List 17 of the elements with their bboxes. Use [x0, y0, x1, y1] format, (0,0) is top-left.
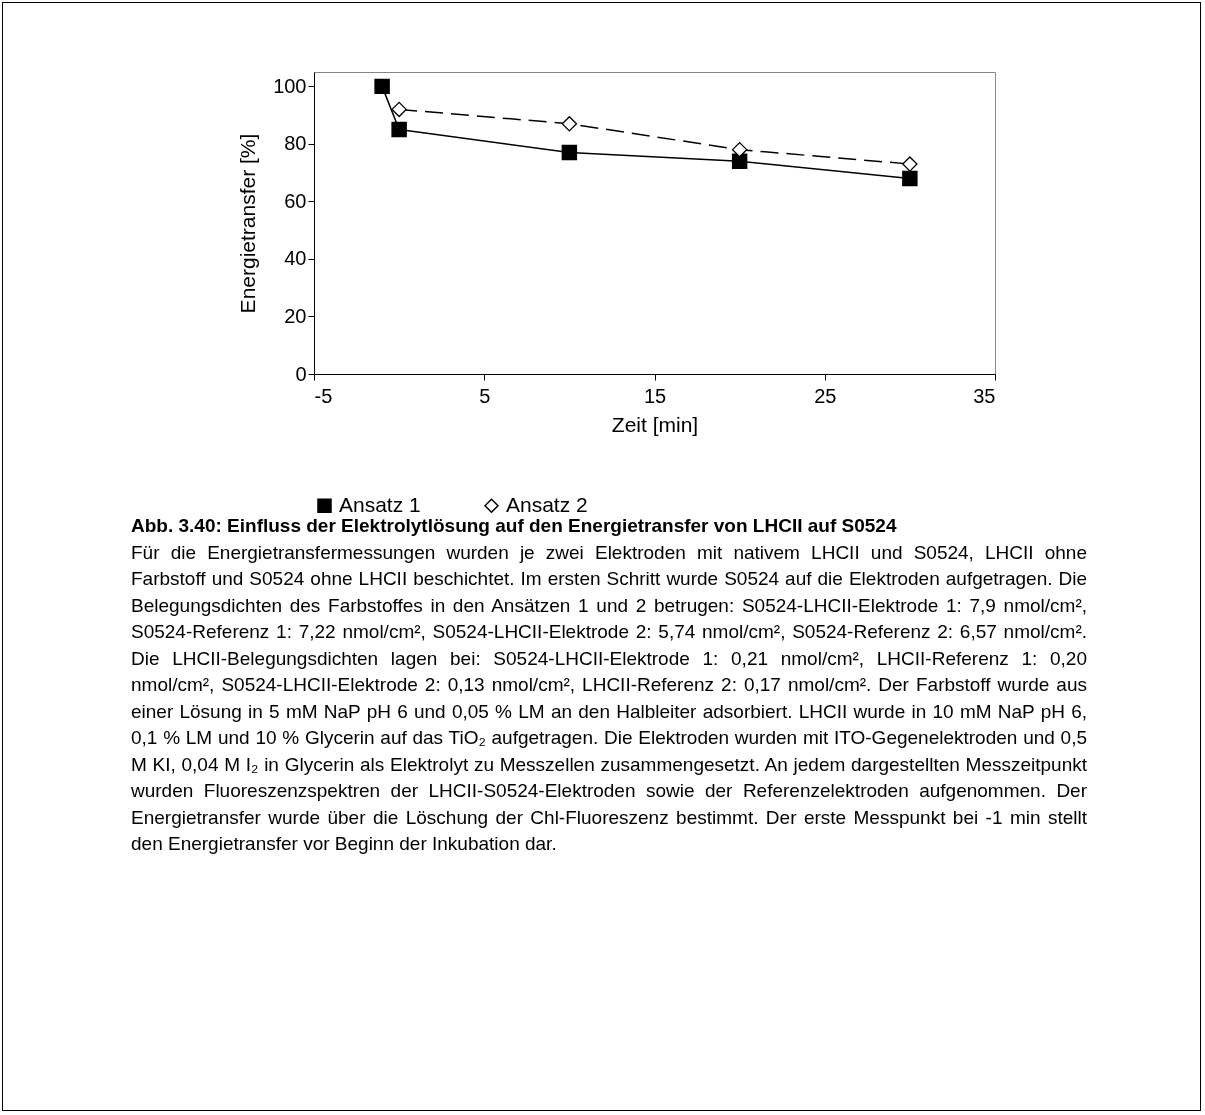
y-axis-title: Energietransfer [%] [236, 133, 260, 314]
y-tick-label: 0 [295, 362, 307, 385]
x-tick-label: -5 [314, 384, 333, 407]
y-tick-label: 20 [284, 304, 307, 327]
y-tick-label: 80 [284, 132, 307, 155]
caption: Abb. 3.40: Einfluss der Elektrolytlösung auf den Energietransfer von LHCII auf S0524 [131, 514, 898, 538]
x-tick-label: 25 [814, 384, 837, 407]
legend-label: Ansatz 1 [339, 492, 421, 516]
x-axis-title: Zeit [min] [611, 412, 699, 436]
y-tick-label: 40 [284, 247, 307, 270]
legend-label: Ansatz 2 [506, 492, 588, 516]
y-tick-label: 100 [273, 74, 307, 97]
x-tick-label: 35 [973, 384, 996, 407]
text: Für die Energietransfermessungen wurden je zwei Elektroden mit nativem LHCII und S0524, LHCII ohne Farbstoff und S0524 ohne LHCII beschichtet. Im ersten Schritt wurde S0524 auf die Elektroden aufgetragen. Die Belegungsdichten des Farbstoffes in den Ansätzen 1 und 2 betrugen: S0524-LHCII-Elektrode 1: 7,9 nmol/cm², S0524-Referenz 1: 7,22 nmol/cm², S0524-LHCII-Elektrode 2: 5,74 nmol/cm², S0524-Referenz 2: 6,57 nmol/cm². Die LHCII-Belegungsdichten lagen bei: S0524-LHCII-Elektrode 1: 0,21 nmol/cm², LHCII-Referenz 1: 0,20 nmol/cm², S0524-LHCII-Elektrode 2: 0,13 nmol/cm², LHCII-Referenz 2: 0,17 nmol/cm². Der Farbstoff wurde aus einer Lösung in 5 mM NaP pH 6 und 0,05 % LM an den Halbleiter adsorbiert. LHCII wurde in 10 mM NaP pH 6, 0,1 % LM und 10 % Glycerin auf das TiO₂ aufgetragen. Die Elektroden wurden mit ITO-Gegenelektroden und 0,5 M KI, 0,04 M I₂ in Glycerin als Elektrolyt zu Messzellen zusammengesetzt. An jedem dargestellten Messzeitpunkt wurden Fluoreszenzspektren der LHCII-S0524-Elektroden sowie der Referenzelektroden aufgenommen. Der Energietransfer wurde über die Löschung der Chl-Fluoreszenz bestimmt. Der erste Messpunkt bei -1 min stellt den Energietransfer vor Beginn der Inkubation dar. [131, 541, 1087, 854]
x-tick-label: 15 [643, 384, 667, 407]
y-tick-label: 60 [284, 189, 307, 212]
x-tick-label: 5 [479, 384, 491, 407]
